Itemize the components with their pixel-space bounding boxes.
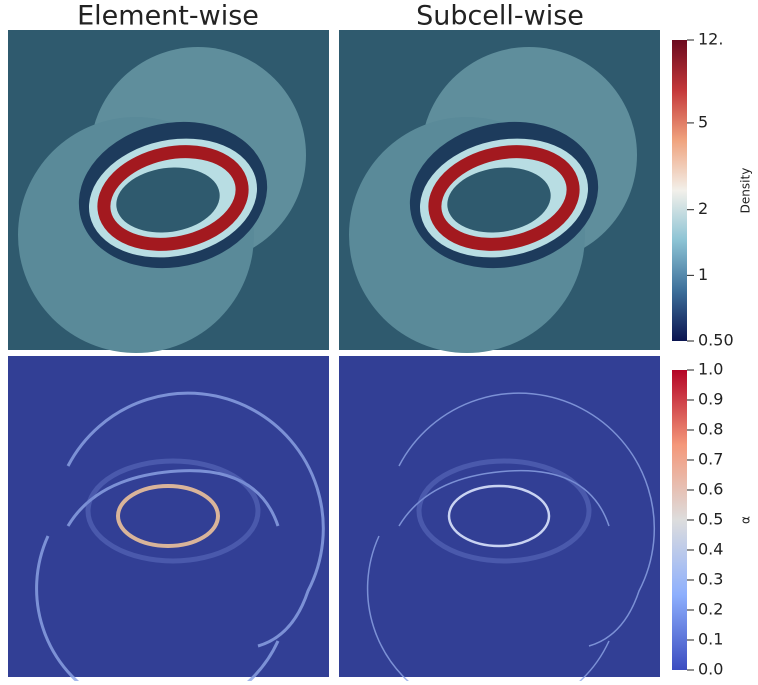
alpha-panel [8, 356, 329, 685]
shock-front [66, 391, 325, 648]
inner [447, 167, 551, 233]
tick-label: 5 [698, 112, 708, 131]
ring [447, 484, 551, 548]
tick-label: 0.7 [698, 450, 723, 469]
wake [416, 458, 592, 564]
colorbar [672, 370, 687, 670]
column-title: Element-wise [77, 1, 259, 32]
tick-label: 0.2 [698, 600, 723, 619]
ring [97, 145, 249, 251]
column-title: Subcell-wise [416, 1, 584, 32]
tick-label: 0.0 [698, 660, 723, 679]
tick-label: 0.4 [698, 540, 723, 559]
tick-label: 2 [698, 199, 708, 218]
shock-front [398, 392, 656, 647]
panel-bg [339, 356, 660, 677]
tick-label: 0.5 [698, 510, 723, 529]
tick-label: 0.1 [698, 630, 723, 649]
ring [116, 484, 220, 548]
wake [85, 458, 261, 564]
colorbar [672, 40, 687, 341]
shock-front [66, 469, 280, 527]
tick-label: 1.0 [698, 360, 723, 379]
tick-label: 0.3 [698, 570, 723, 589]
tick-label: 0.9 [698, 390, 723, 409]
tick-label: 0.50 [698, 331, 734, 350]
tick-label: 0.6 [698, 480, 723, 499]
ring [428, 145, 580, 251]
density-panel [8, 30, 329, 353]
shock-front [35, 535, 280, 685]
colorbar-label: α [739, 516, 753, 524]
colorbar-label: Density [739, 168, 753, 214]
shock-front [366, 535, 610, 685]
tick-label: 1 [698, 265, 708, 284]
alpha-panel [339, 356, 660, 685]
inner [116, 167, 220, 233]
panel-bg [8, 356, 329, 677]
shock-front [398, 469, 610, 527]
density-panel [339, 30, 660, 353]
tick-label: 0.8 [698, 420, 723, 439]
tick-label: 12. [698, 30, 723, 49]
